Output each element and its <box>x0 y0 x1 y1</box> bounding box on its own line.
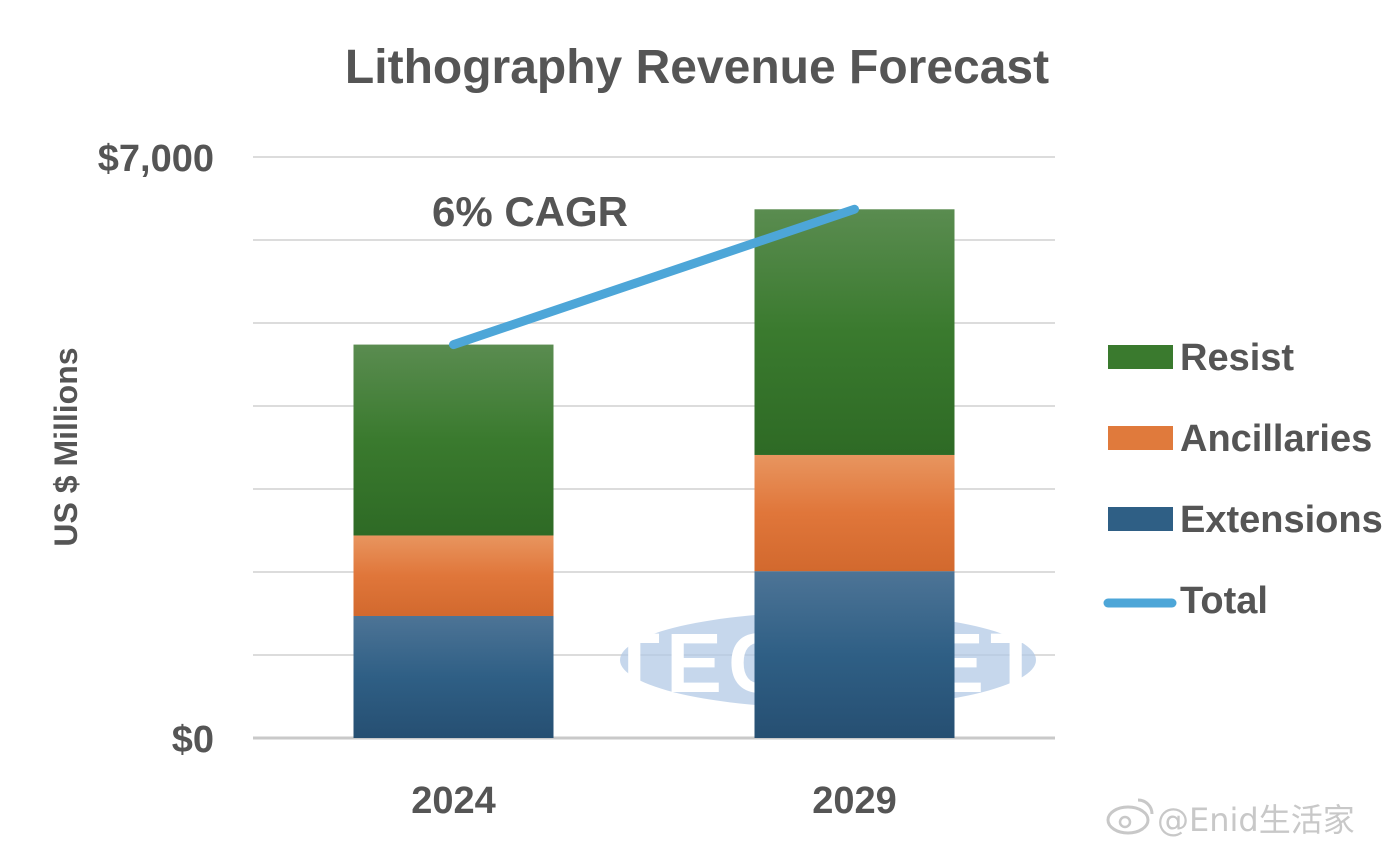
cagr-annotation: 6% CAGR <box>432 188 628 235</box>
bars <box>353 209 955 738</box>
y-tick-label: $0 <box>172 719 214 761</box>
legend-label-resist: Resist <box>1180 337 1294 379</box>
total-line <box>449 204 859 350</box>
y-axis-label: US $ Millions <box>48 347 84 546</box>
bar-ancillaries-2029 <box>754 454 955 572</box>
x-tick-labels: 2024 2029 <box>411 780 897 822</box>
x-tick-label-2024: 2024 <box>411 780 496 822</box>
credit: @Enid生活家 <box>1106 798 1355 839</box>
bar-extensions-2024 <box>353 615 554 738</box>
y-tick-labels: $0 $7,000 <box>98 138 214 761</box>
legend-swatch-extensions <box>1108 507 1173 531</box>
legend: Resist Ancillaries Extensions Total <box>1103 337 1383 622</box>
total-line-path <box>449 204 859 350</box>
legend-label-total: Total <box>1180 580 1268 622</box>
weibo-icon <box>1106 798 1154 835</box>
bar-resist-2024 <box>353 344 554 536</box>
legend-swatch-resist <box>1108 345 1173 369</box>
credit-text: @Enid生活家 <box>1157 801 1355 839</box>
y-tick-label: $7,000 <box>98 138 214 180</box>
legend-swatch-ancillaries <box>1108 426 1173 450</box>
bar-extensions-2029 <box>754 571 955 738</box>
x-tick-label-2029: 2029 <box>812 780 897 822</box>
bar-ancillaries-2024 <box>353 535 554 616</box>
bar-resist-2029 <box>754 209 955 455</box>
legend-label-ancillaries: Ancillaries <box>1180 418 1372 460</box>
legend-label-extensions: Extensions <box>1180 499 1383 541</box>
chart-title: Lithography Revenue Forecast <box>345 41 1049 94</box>
